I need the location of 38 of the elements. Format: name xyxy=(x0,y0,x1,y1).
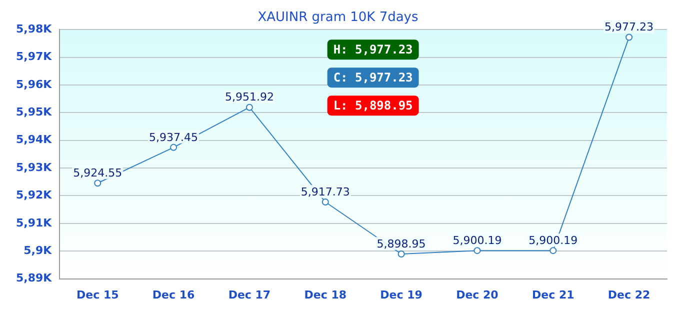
x-tick-label: Dec 18 xyxy=(304,288,346,302)
data-label: 5,924.55 xyxy=(73,166,122,180)
data-label: 5,937.45 xyxy=(149,130,198,144)
data-label: 5,900.19 xyxy=(452,234,502,247)
data-label: 5,898.95 xyxy=(376,237,426,250)
point xyxy=(550,247,557,254)
annotation: L: 5,898.95 xyxy=(333,98,413,113)
x-tick-label: Dec 16 xyxy=(152,288,196,302)
data-label: 5,951.92 xyxy=(224,90,274,104)
y-tick-label: 5,95K xyxy=(16,106,52,119)
data-label: 5,917.73 xyxy=(300,185,350,198)
chart-title: XAUINR gram 10K 7days xyxy=(258,10,418,26)
y-tick-label: 5,98K xyxy=(16,22,52,36)
y-tick-label: 5,94K xyxy=(16,133,52,146)
x-tick-label: Dec 22 xyxy=(608,288,650,302)
x-tick-label: Dec 17 xyxy=(228,288,271,302)
point xyxy=(322,198,329,206)
x-tick-label: Dec 15 xyxy=(76,288,119,302)
x-tick-label: Dec 20 xyxy=(456,288,499,302)
point xyxy=(474,247,481,254)
point xyxy=(626,34,633,41)
x-tick-label: Dec 19 xyxy=(380,288,422,302)
y-tick-label: 5,97K xyxy=(16,50,52,64)
data-label: 5,977.23 xyxy=(604,20,654,34)
point xyxy=(246,104,253,111)
y-tick-label: 5,92K xyxy=(16,188,52,202)
y-tick-label: 5,93K xyxy=(16,160,52,174)
point xyxy=(94,180,102,187)
annotation: C: 5,977.23 xyxy=(333,70,413,85)
x-tick-label: Dec 21 xyxy=(532,288,574,302)
point xyxy=(398,250,405,258)
y-tick-label: 5,96K xyxy=(16,78,52,91)
point xyxy=(170,144,178,151)
data-label: 5,900.19 xyxy=(528,234,578,247)
y-tick-label: 5,91K xyxy=(16,216,52,230)
annotation: H: 5,977.23 xyxy=(333,42,413,57)
y-tick-label: 5,89K xyxy=(16,272,52,285)
y-tick-label: 5,9K xyxy=(24,244,52,257)
